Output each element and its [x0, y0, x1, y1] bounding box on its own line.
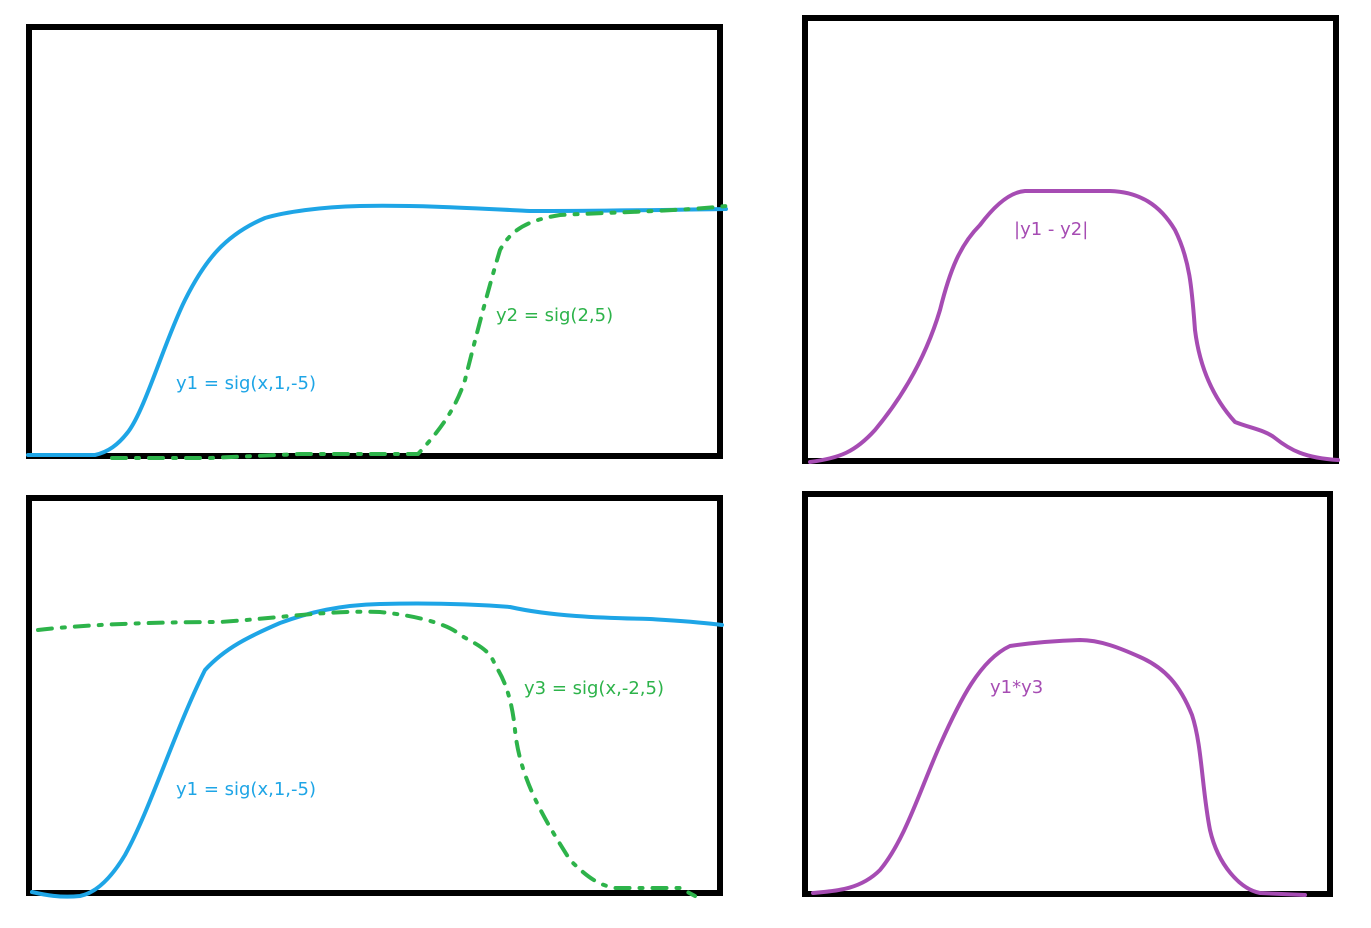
panel-bottom-left-frame: [26, 495, 723, 896]
y2-curve-top: [110, 204, 728, 460]
product-label: y1*y3: [990, 677, 1043, 698]
y3-label-bottom: y3 = sig(x,-2,5): [524, 678, 664, 699]
panel-bottom-left: y1 = sig(x,1,-5) y3 = sig(x,-2,5): [26, 495, 724, 899]
panel-top-right-frame: [802, 15, 1339, 464]
panel-bottom-right: y1*y3: [802, 491, 1333, 897]
y1-curve-top: [26, 203, 728, 457]
abs-diff-curve: [808, 189, 1340, 464]
y3-curve-bottom: [36, 609, 697, 898]
y2-label-top: y2 = sig(2,5): [496, 305, 613, 326]
y1-label-top: y1 = sig(x,1,-5): [176, 373, 316, 394]
product-curve: [811, 638, 1307, 897]
y1-curve-bottom: [30, 601, 724, 899]
y1-label-bottom: y1 = sig(x,1,-5): [176, 779, 316, 800]
panel-bottom-right-frame: [802, 491, 1333, 897]
abs-diff-label: |y1 - y2|: [1014, 219, 1088, 240]
panel-top-right: |y1 - y2|: [802, 15, 1340, 464]
panel-top-left-frame: [26, 24, 723, 459]
panel-top-left: y1 = sig(x,1,-5) y2 = sig(2,5): [26, 24, 728, 460]
